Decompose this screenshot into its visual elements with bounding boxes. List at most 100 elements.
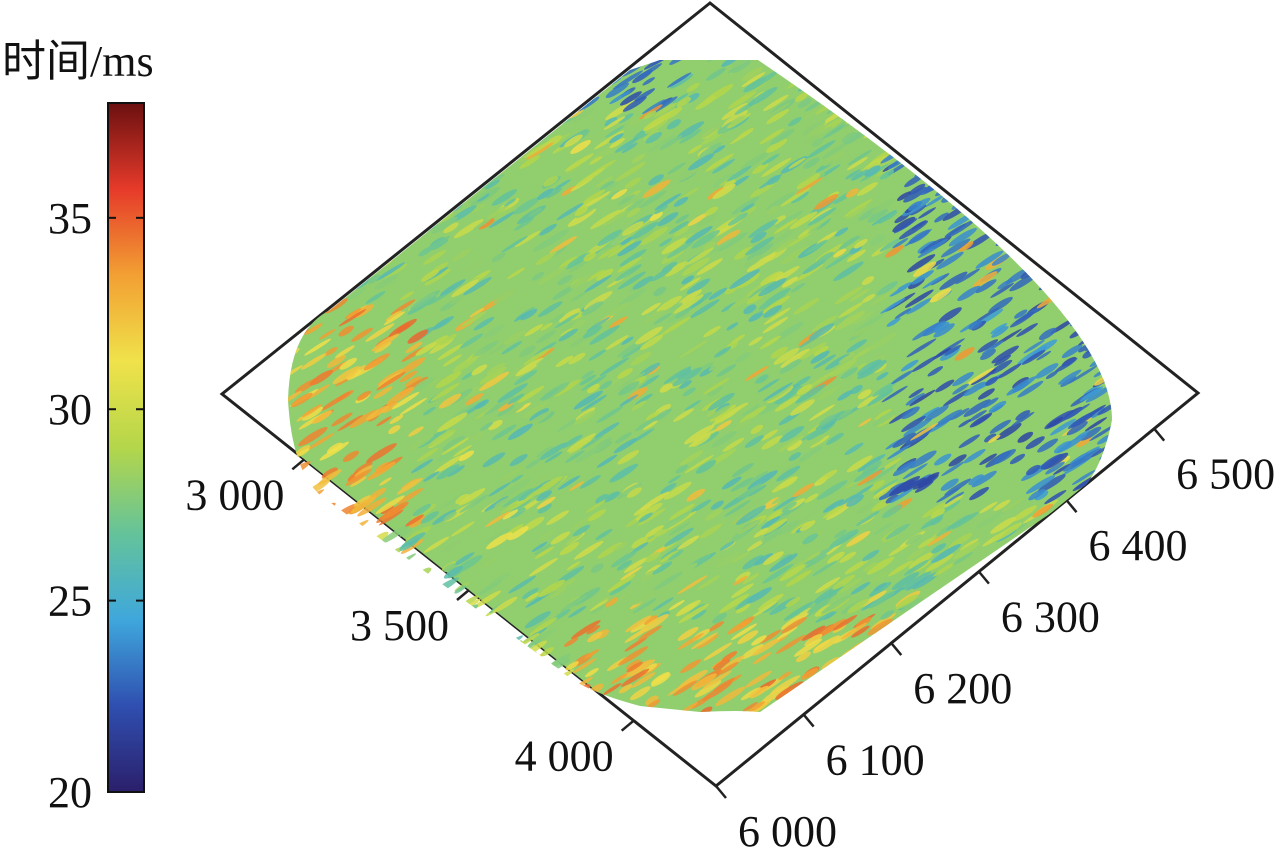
heatmap-cell	[288, 556, 318, 576]
heatmap-cell	[388, 425, 401, 435]
heatmap-cell	[562, 322, 575, 331]
heatmap-cell	[975, 636, 990, 647]
heatmap-cell	[672, 680, 698, 697]
heatmap-cell	[900, 636, 925, 653]
heatmap-cell	[703, 325, 721, 338]
heatmap-cell	[496, 658, 510, 668]
heatmap-cell	[447, 465, 465, 477]
heatmap-cell	[328, 561, 343, 571]
heatmap-cell	[605, 82, 630, 99]
heatmap-cell	[384, 263, 408, 279]
heatmap-cell	[846, 205, 868, 219]
heatmap-cell	[669, 73, 694, 89]
heatmap-cell	[571, 319, 586, 330]
heatmap-cell	[525, 592, 539, 602]
heatmap-cell	[485, 526, 512, 544]
heatmap-cell	[288, 142, 298, 154]
heatmap-cell	[900, 359, 919, 372]
heatmap-cell	[617, 368, 633, 379]
heatmap-cell	[852, 345, 875, 360]
heatmap-cell	[1089, 407, 1106, 419]
heatmap-cell	[1096, 297, 1112, 310]
heatmap-cell	[584, 191, 611, 208]
heatmap-cell	[423, 471, 440, 482]
heatmap-cell	[569, 274, 593, 289]
heatmap-cell	[1037, 551, 1067, 570]
heatmap-cell	[801, 625, 826, 641]
heatmap-cell	[363, 353, 390, 371]
heatmap-cell	[874, 71, 891, 82]
heatmap-cell	[456, 145, 475, 157]
heatmap-cell	[288, 190, 308, 204]
heatmap-cell	[595, 268, 614, 281]
heatmap-cell	[353, 171, 380, 189]
heatmap-cell	[590, 604, 606, 615]
heatmap-cell	[436, 61, 461, 77]
heatmap-cell	[966, 196, 980, 206]
heatmap-cell	[365, 224, 391, 241]
heatmap-cell	[321, 555, 343, 569]
heatmap-cell	[844, 442, 864, 456]
heatmap-cell	[603, 116, 626, 130]
heatmap-cell	[378, 198, 393, 208]
heatmap-cell	[458, 168, 482, 184]
heatmap-cell	[804, 99, 824, 112]
heatmap-cell	[318, 702, 338, 712]
heatmap-cell	[317, 200, 337, 213]
heatmap-cell	[938, 307, 962, 323]
heatmap-cell	[995, 230, 1020, 246]
heatmap-cell	[331, 412, 353, 427]
heatmap-cell	[651, 710, 676, 712]
colorbar-tick-label: 20	[48, 768, 92, 817]
heatmap-cell	[834, 227, 849, 237]
heatmap-cell	[950, 633, 972, 647]
heatmap-cell	[741, 72, 766, 88]
heatmap-cell	[491, 252, 506, 263]
heatmap-cell	[682, 710, 700, 724]
heatmap-cell	[717, 232, 748, 252]
heatmap-cell	[997, 82, 1022, 99]
heatmap-cell	[675, 307, 692, 319]
heatmap-cell	[946, 153, 973, 172]
heatmap-cell	[620, 668, 650, 687]
heatmap-cell	[488, 419, 503, 431]
heatmap-cell	[518, 62, 533, 74]
heatmap-cell	[398, 697, 416, 709]
heatmap-cell	[790, 282, 806, 293]
heatmap-cell	[484, 179, 500, 190]
heatmap-cell	[736, 505, 766, 525]
heatmap-cell	[1056, 433, 1088, 454]
heatmap-cell	[856, 510, 880, 526]
heatmap-cell	[544, 451, 563, 463]
heatmap-cell	[761, 435, 783, 450]
heatmap-cell	[429, 185, 457, 203]
heatmap-cell	[642, 77, 655, 86]
heatmap-cell	[921, 502, 947, 519]
heatmap-cell	[427, 67, 452, 84]
heatmap-cell	[635, 393, 653, 405]
heatmap-cell	[761, 157, 792, 178]
heatmap-cell	[517, 485, 543, 502]
heatmap-cell	[994, 354, 1012, 366]
heatmap-cell	[645, 551, 661, 563]
heatmap-cell	[427, 236, 450, 251]
heatmap-cell	[804, 493, 819, 503]
heatmap-cell	[487, 683, 511, 699]
heatmap-cell	[955, 268, 981, 285]
heatmap-cell	[368, 487, 387, 500]
heatmap-cell	[307, 161, 324, 173]
heatmap-cell	[307, 248, 328, 262]
heatmap-cell	[857, 359, 887, 380]
heatmap-cell	[628, 115, 643, 127]
heatmap-cell	[845, 110, 866, 124]
heatmap-cell	[288, 657, 306, 677]
heatmap-cell	[1106, 625, 1112, 636]
heatmap-cell	[891, 572, 920, 591]
heatmap-cell	[528, 557, 558, 577]
heatmap-cell	[740, 203, 755, 213]
heatmap-cell	[295, 274, 314, 286]
heatmap-field	[288, 60, 1112, 724]
heatmap-cell	[488, 482, 511, 497]
heatmap-cell	[912, 572, 939, 590]
heatmap-cell	[451, 64, 471, 77]
